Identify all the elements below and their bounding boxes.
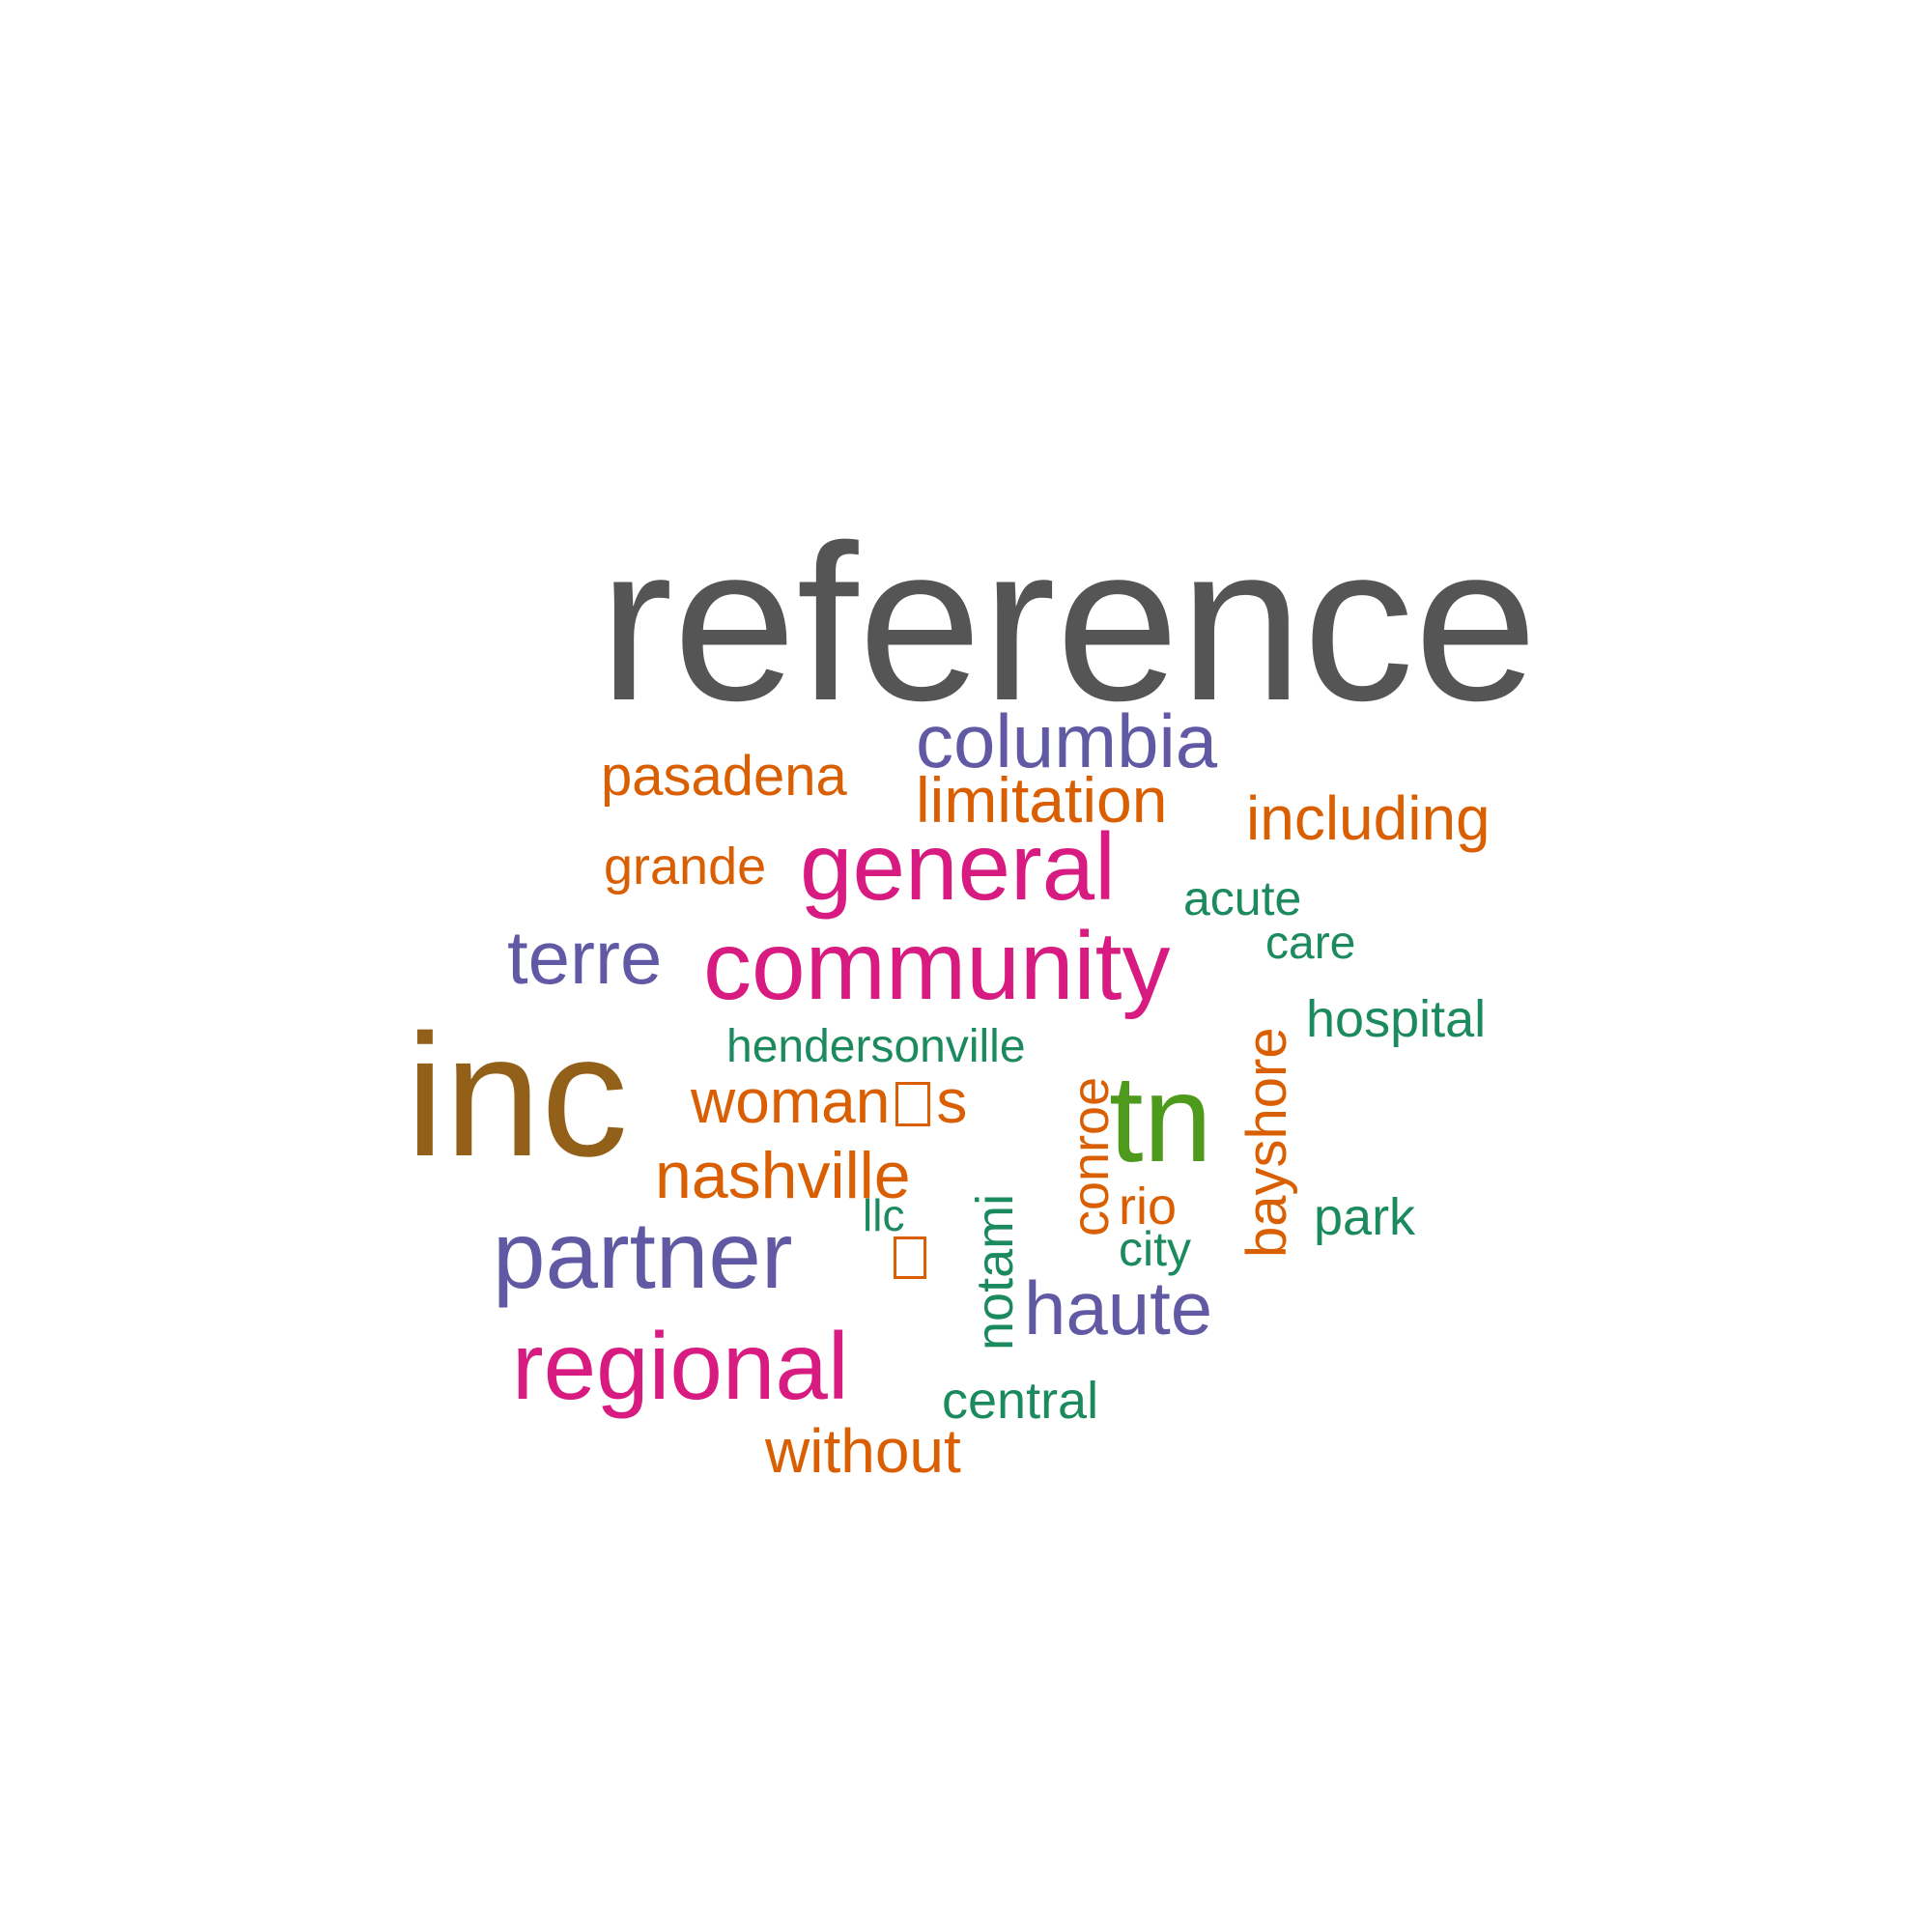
word-nashville: nashville (655, 1139, 911, 1212)
word-conroe: conroe (1062, 1076, 1120, 1236)
word-tn: tn (1109, 1050, 1212, 1188)
missing-glyph-box (895, 1082, 931, 1126)
word-regional: regional (512, 1313, 849, 1419)
word-notami: notami (966, 1193, 1024, 1350)
word-hendersonville: hendersonville (726, 1021, 1026, 1072)
word-womans-left: woman (691, 1066, 891, 1136)
word-rio: rio (1119, 1178, 1178, 1236)
word-central: central (942, 1372, 1099, 1430)
word-grande: grande (604, 838, 767, 895)
word-haute: haute (1024, 1265, 1213, 1350)
word-limitation: limitation (916, 764, 1168, 836)
missing-glyph-box (894, 1236, 926, 1279)
word-community: community (703, 912, 1171, 1020)
word-including: including (1246, 783, 1491, 853)
word-partner: partner (493, 1202, 793, 1308)
word-care: care (1265, 918, 1356, 969)
word-acute: acute (1183, 871, 1302, 925)
word-general: general (800, 813, 1116, 920)
word-city: city (1119, 1222, 1191, 1276)
word-womans: woman s (691, 1070, 967, 1132)
word-llc: llc (863, 1190, 905, 1240)
word-bayshore: bayshore (1236, 1027, 1298, 1258)
word-pasadena: pasadena (601, 745, 847, 808)
word-without: without (765, 1416, 961, 1486)
word-hospital: hospital (1306, 990, 1487, 1048)
word-inc: inc (406, 999, 629, 1193)
word-reference: reference (599, 498, 1538, 747)
word-womans-right: s (936, 1066, 968, 1136)
word-park: park (1314, 1188, 1416, 1246)
word-columbia: columbia (916, 698, 1218, 783)
word-terre: terre (507, 915, 663, 1000)
